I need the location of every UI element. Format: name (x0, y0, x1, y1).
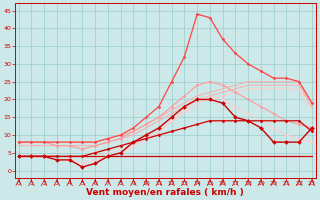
X-axis label: Vent moyen/en rafales ( km/h ): Vent moyen/en rafales ( km/h ) (86, 188, 244, 197)
